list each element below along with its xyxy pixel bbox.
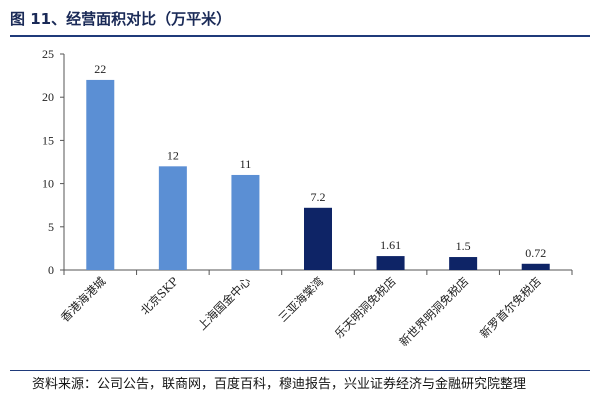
data-label: 12 xyxy=(167,148,179,162)
bar xyxy=(158,166,187,270)
bar xyxy=(304,207,332,270)
x-tick-label: 香港海港城 xyxy=(58,274,109,325)
x-tick-label: 乐天明洞免税店 xyxy=(332,274,399,341)
source-divider xyxy=(10,370,590,371)
data-label: 7.2 xyxy=(311,190,326,204)
x-tick-label: 北京SKP xyxy=(138,274,181,317)
x-tick-label: 三亚海棠湾 xyxy=(276,274,327,325)
x-tick-label: 新罗首尔免税店 xyxy=(477,274,544,341)
header: 图 11、经营面积对比（万平米） xyxy=(0,0,594,34)
data-label: 1.5 xyxy=(456,239,471,253)
x-tick-label: 上海国金中心 xyxy=(195,274,254,333)
source-note: 资料来源：公司公告，联商网，百度百科，穆迪报告，兴业证券经济与金融研究院整理 xyxy=(32,377,527,392)
y-tick-label: 10 xyxy=(42,177,54,191)
bar xyxy=(231,174,260,270)
data-label: 22 xyxy=(94,62,106,76)
chart-title: 图 11、经营面积对比（万平米） xyxy=(10,10,232,28)
bar-chart: 0 5 10 15 20 25 22 香港海港城 12 北京SKP 11 上海国金中心 7.2 三亚海棠湾… xyxy=(42,47,573,349)
bar xyxy=(521,263,550,270)
data-label: 0.72 xyxy=(525,246,546,260)
y-tick-label: 0 xyxy=(48,263,54,277)
y-tick-label: 20 xyxy=(42,90,54,104)
x-tick-label: 新世界明洞免税店 xyxy=(396,274,471,349)
y-tick-label: 25 xyxy=(42,47,54,61)
y-tick-label: 15 xyxy=(42,133,54,147)
data-label: 11 xyxy=(240,157,252,171)
title-divider xyxy=(10,35,590,37)
data-label: 1.61 xyxy=(380,238,401,252)
y-tick-label: 5 xyxy=(48,220,54,234)
bar xyxy=(376,256,405,270)
bar xyxy=(449,257,478,270)
bar xyxy=(86,79,115,270)
